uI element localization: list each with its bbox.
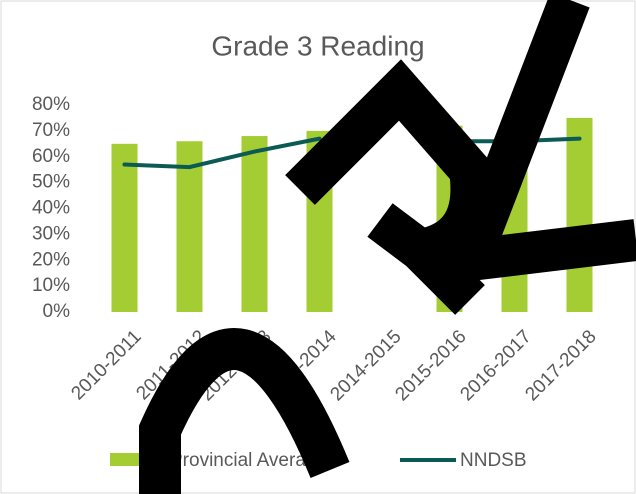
- legend-label: Provincial Average: [170, 450, 327, 471]
- watermark-stroke: [139, 328, 350, 494]
- y-tick-label: 0%: [43, 301, 71, 322]
- chart-title: Grade 3 Reading: [211, 30, 424, 61]
- y-tick-label: 80%: [32, 94, 70, 115]
- y-tick-label: 30%: [32, 223, 70, 244]
- y-tick-label: 60%: [32, 146, 70, 167]
- y-tick-label: 50%: [32, 172, 70, 193]
- watermark: [139, 0, 636, 494]
- bar: [111, 143, 138, 312]
- bar: [566, 117, 593, 312]
- bar: [241, 136, 268, 312]
- bar: [176, 141, 203, 312]
- watermark-stroke: [437, 0, 636, 286]
- y-tick-label: 20%: [32, 249, 70, 270]
- y-tick-label: 40%: [32, 198, 70, 219]
- legend-label: NNDSB: [460, 450, 527, 471]
- y-tick-label: 70%: [32, 120, 70, 141]
- y-tick-label: 10%: [32, 275, 70, 296]
